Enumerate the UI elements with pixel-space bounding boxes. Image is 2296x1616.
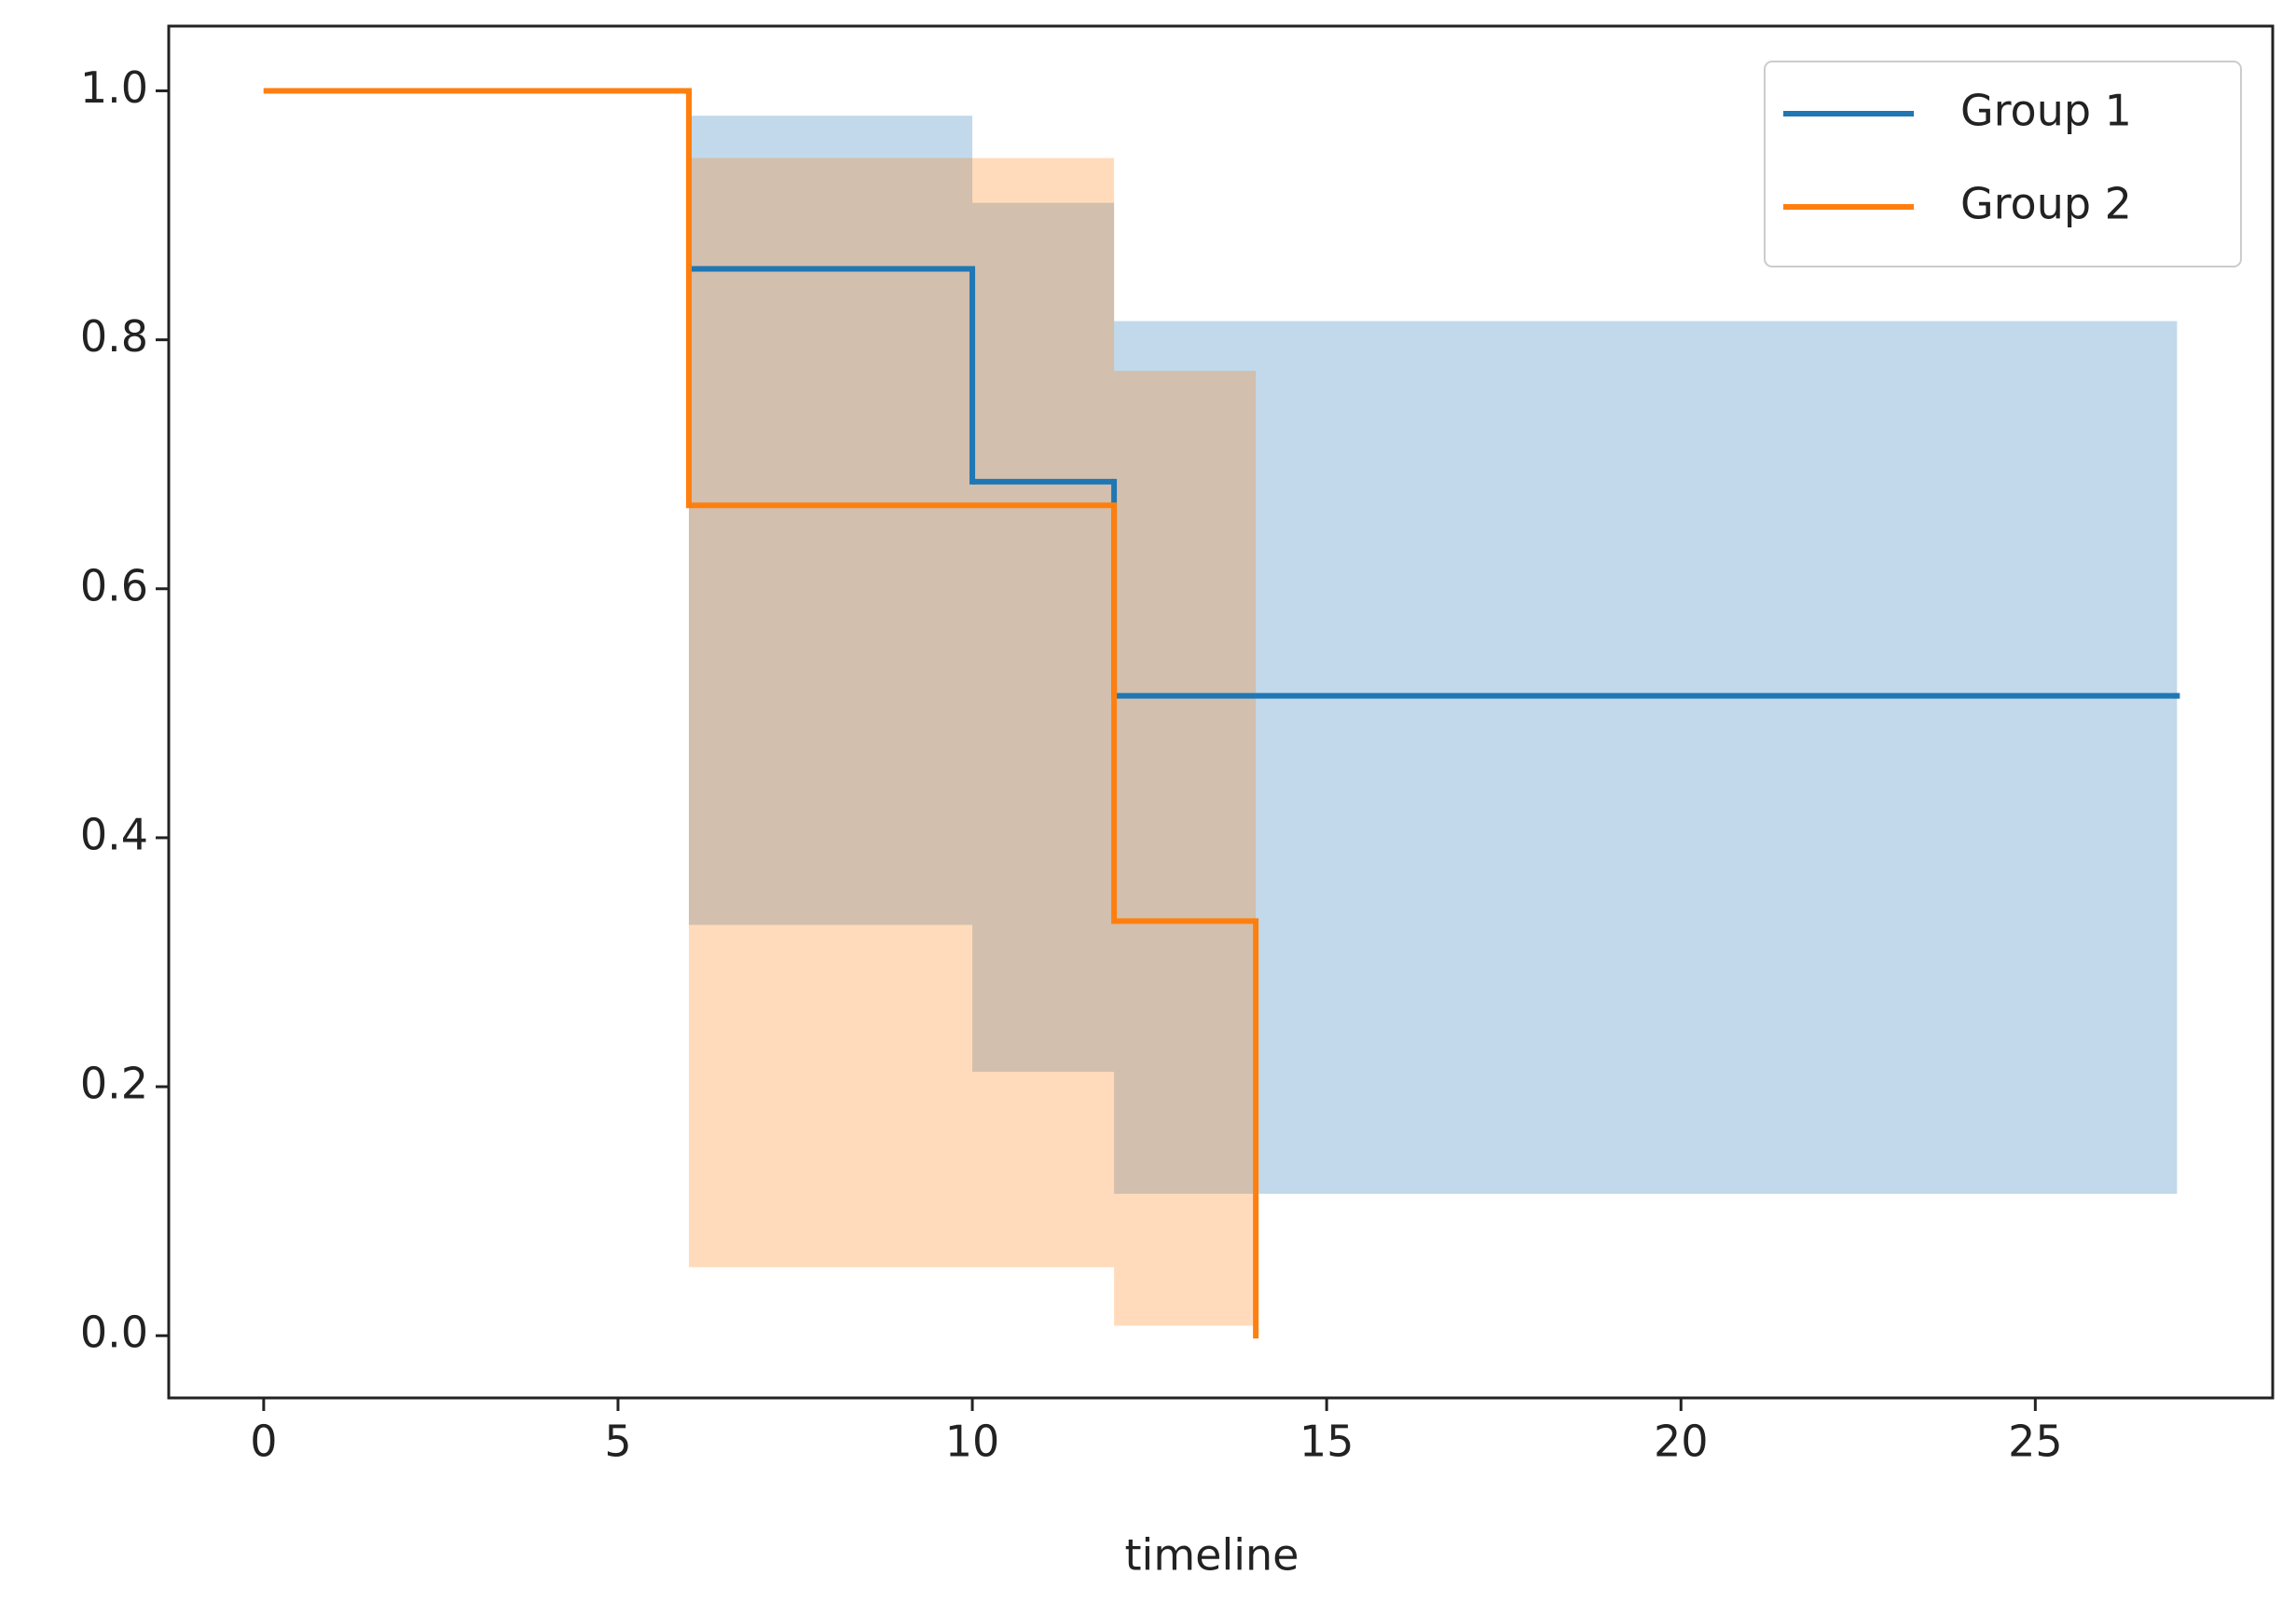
confidence-band — [1114, 371, 1257, 1326]
x-tick-label: 5 — [604, 1417, 631, 1467]
x-axis-label: timeline — [1125, 1530, 1299, 1581]
x-tick-label: 20 — [1654, 1417, 1709, 1467]
confidence-band — [688, 157, 1115, 1267]
y-tick-label: 0.6 — [80, 560, 148, 610]
y-tick-label: 0.2 — [80, 1059, 148, 1109]
x-tick-label: 15 — [1299, 1417, 1354, 1467]
x-tick-label: 25 — [2008, 1417, 2063, 1467]
y-tick-label: 1.0 — [80, 62, 148, 113]
y-tick-label: 0.8 — [80, 311, 148, 362]
confidence-band — [688, 116, 973, 925]
confidence-band — [972, 202, 1115, 1073]
y-tick-label: 0.0 — [80, 1308, 148, 1358]
y-tick-label: 0.4 — [80, 809, 148, 859]
x-tick-label: 0 — [250, 1417, 277, 1467]
legend-label: Group 2 — [1960, 179, 2132, 229]
plot-frame — [167, 24, 2275, 1400]
confidence-band — [1114, 321, 2178, 1194]
x-tick-label: 10 — [945, 1417, 1000, 1467]
legend-label: Group 1 — [1960, 86, 2132, 136]
